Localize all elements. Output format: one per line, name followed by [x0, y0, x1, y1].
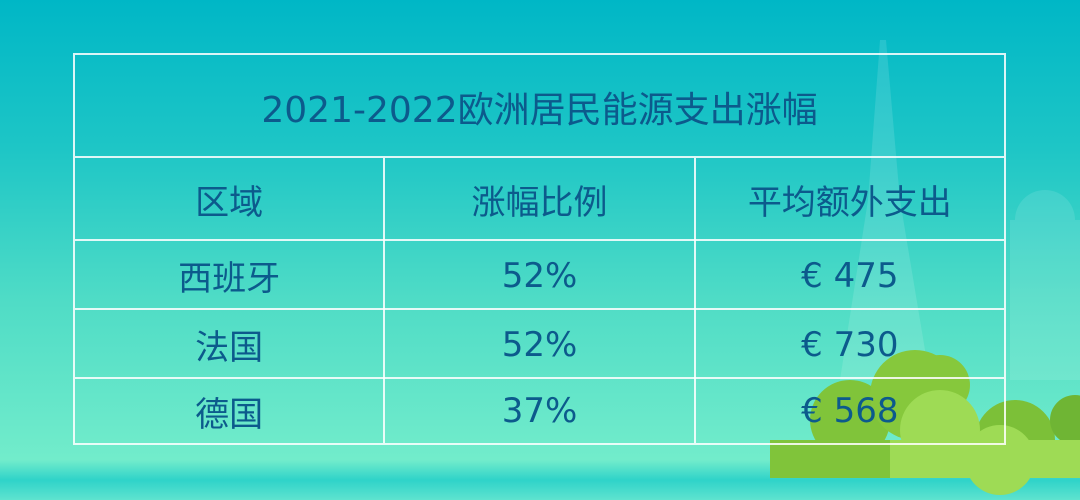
table-title-row: 2021-2022欧洲居民能源支出涨幅 [75, 55, 1004, 158]
cell-rate: 37% [383, 379, 693, 443]
cell-region: 法国 [195, 328, 264, 368]
table-header-row: 区域 涨幅比例 平均额外支出 [75, 156, 1004, 241]
cell-region: 德国 [195, 394, 264, 435]
table-row: 法国 52% € 730 [75, 308, 1004, 379]
cell-expense: € 730 [693, 310, 1004, 379]
cell-rate: 52% [383, 241, 693, 310]
cell-expense: € 568 [693, 379, 1004, 443]
eiffel-tower-silhouette [840, 40, 930, 380]
energy-expense-table: 2021-2022欧洲居民能源支出涨幅 区域 涨幅比例 平均额外支出 西班牙 5… [73, 53, 1006, 445]
cell-region: 西班牙 [178, 259, 281, 299]
table-title: 2021-2022欧洲居民能源支出涨幅 [261, 89, 818, 131]
cell-expense: € 475 [693, 241, 1004, 310]
header-extra-expense: 平均额外支出 [693, 158, 1004, 241]
bushes [770, 350, 1080, 495]
header-region: 区域 [195, 183, 264, 223]
table-row: 德国 37% € 568 [75, 377, 1004, 443]
table-row: 西班牙 52% € 475 [75, 239, 1004, 310]
cell-rate: 52% [383, 310, 693, 379]
header-increase-rate: 涨幅比例 [383, 158, 693, 241]
city-silhouette [1010, 190, 1080, 380]
